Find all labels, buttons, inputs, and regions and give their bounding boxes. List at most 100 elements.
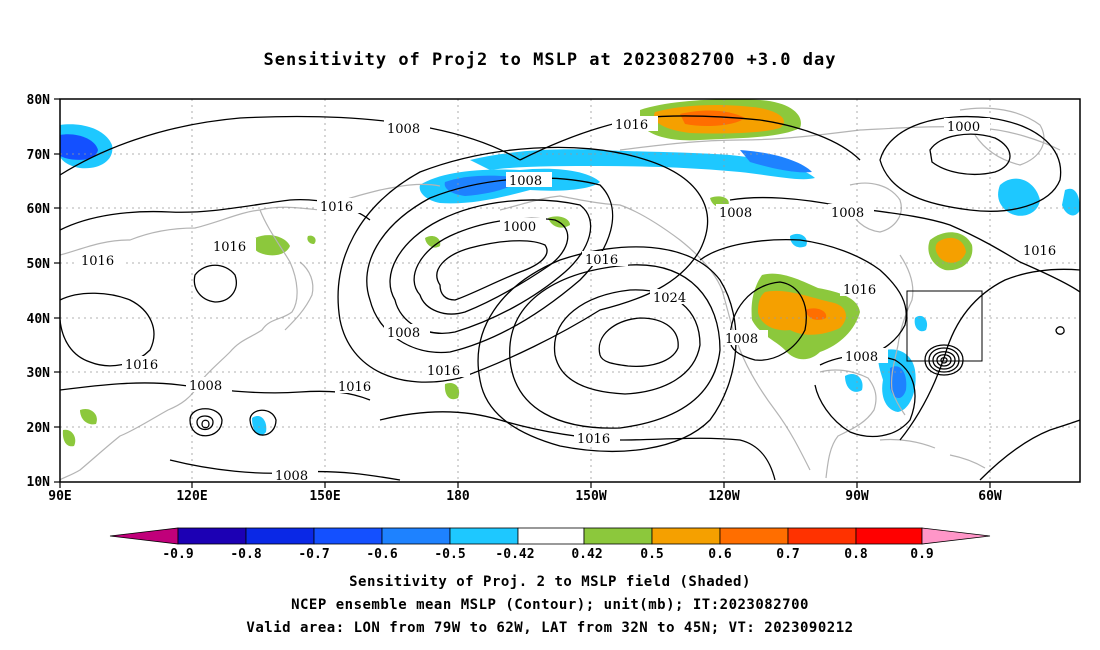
contour-label: 1008 xyxy=(719,206,752,221)
lat-label: 20N xyxy=(27,421,51,436)
lon-label: 180 xyxy=(446,489,470,504)
colorbar-cell xyxy=(177,527,247,545)
latitude-labels: 80N 70N 60N 50N 40N 30N 20N 10N xyxy=(27,93,51,490)
colorbar-cell xyxy=(313,527,383,545)
mslp-contours xyxy=(60,115,1080,481)
shade-negative-beaufort xyxy=(740,150,812,173)
lat-label: 40N xyxy=(27,312,51,327)
colorbar-cell xyxy=(583,527,653,545)
contour-high-1024 xyxy=(598,317,679,368)
colorbar-cell xyxy=(787,527,857,545)
colorbar-cell xyxy=(921,527,991,545)
colorbar-label: -0.42 xyxy=(495,547,534,562)
contour-label: 1016 xyxy=(843,283,876,298)
contour-america-1008 xyxy=(729,196,1080,293)
shade-negative-pacific xyxy=(252,415,267,436)
plot-frame xyxy=(59,98,1081,483)
coast-japan xyxy=(284,261,314,331)
contour-asia-1016-mid xyxy=(60,292,155,367)
shade-positive-small-2 xyxy=(444,382,460,400)
shade-positive-asia-2 xyxy=(425,235,441,248)
colorbar-label: 0.6 xyxy=(708,547,732,562)
colorbar-label: 0.8 xyxy=(844,547,868,562)
colorbar-cell xyxy=(245,527,315,545)
coast-caribbean xyxy=(879,438,986,469)
map-title: Sensitivity of Proj2 to MSLP at 20230827… xyxy=(263,50,837,70)
colorbar-label: -0.5 xyxy=(434,547,465,562)
shade-negative-east-2 xyxy=(1062,188,1080,216)
contour-arctic-1008 xyxy=(60,115,521,176)
contour-label: 1008 xyxy=(831,206,864,221)
contour-label: 1016 xyxy=(577,432,610,447)
contour-hurricane-5 xyxy=(924,344,964,376)
contour-low-bering-outer xyxy=(389,199,592,334)
contour-label: 1024 xyxy=(653,291,686,306)
contour-high-1020 xyxy=(553,289,701,395)
shade-negative-east-1 xyxy=(998,178,1040,216)
colorbar-cell xyxy=(651,527,721,545)
colorbar-cell xyxy=(719,527,789,545)
contour-high-1016 xyxy=(509,264,721,429)
contour-label: 1016 xyxy=(615,118,648,133)
lat-label: 80N xyxy=(27,93,51,108)
lon-label: 150W xyxy=(575,489,606,504)
contour-label: 1016 xyxy=(125,358,158,373)
colorbar-label: -0.8 xyxy=(230,547,261,562)
coast-hudson xyxy=(849,182,902,233)
contour-label: 1016 xyxy=(81,254,114,269)
contour-label: 1016 xyxy=(338,380,371,395)
shade-negative-west-core xyxy=(60,134,98,160)
lon-label: 120W xyxy=(708,489,739,504)
contour-label: 1016 xyxy=(320,200,353,215)
caption-line-3: Valid area: LON from 79W to 62W, LAT fro… xyxy=(246,620,854,636)
shade-positive-plains-max xyxy=(805,308,827,320)
contour-low-bering-inner xyxy=(436,240,548,301)
shade-positive-asia-1 xyxy=(253,235,290,256)
lat-label: 10N xyxy=(27,475,51,490)
shade-negative-small-1 xyxy=(790,233,807,248)
shade-positive-plains-core xyxy=(758,290,846,335)
contour-1016-subtropic xyxy=(477,246,737,452)
coast-america-north xyxy=(619,126,1061,151)
shade-positive-small-4 xyxy=(62,429,76,447)
contour-america-1008-west xyxy=(729,281,807,361)
lat-label: 30N xyxy=(27,366,51,381)
contour-label: 1000 xyxy=(947,120,980,135)
colorbar-label: -0.9 xyxy=(162,547,193,562)
contour-label: 1008 xyxy=(387,326,420,341)
coast-gulf xyxy=(819,369,877,479)
contour-atlantic-1016 xyxy=(899,268,1080,441)
coast-greenland xyxy=(959,107,1045,166)
colorbar xyxy=(109,527,991,545)
contour-label: 1008 xyxy=(509,174,542,189)
shade-negative-gulf-2 xyxy=(845,373,863,392)
shade-positive-arctic-max xyxy=(680,110,745,126)
sensitivity-shading xyxy=(60,99,1080,447)
contour-atlantic-1016-south xyxy=(979,419,1080,481)
lon-label: 150E xyxy=(309,489,340,504)
colorbar-cell xyxy=(517,527,585,545)
colorbar-cell xyxy=(855,527,923,545)
lon-label: 90W xyxy=(845,489,869,504)
colorbar-label: 0.7 xyxy=(776,547,799,562)
contour-label: 1016 xyxy=(427,364,460,379)
shade-positive-small-5 xyxy=(307,235,316,244)
contour-labels: 1008 1016 1000 1008 1008 1016 1016 1000 … xyxy=(78,116,1066,484)
contour-low-bering-mid xyxy=(413,217,569,315)
colorbar-labels: -0.9 -0.8 -0.7 -0.6 -0.5 -0.42 0.42 0.5 … xyxy=(162,547,933,562)
coast-america-east xyxy=(890,254,914,416)
colorbar-cell xyxy=(109,527,179,545)
contour-label: 1008 xyxy=(387,122,420,137)
contour-small-atlantic xyxy=(1055,326,1065,335)
contour-label: 1000 xyxy=(503,220,536,235)
tick-marks xyxy=(54,98,991,488)
coastlines xyxy=(60,107,1061,481)
contour-typhoon-1 xyxy=(196,415,214,431)
shade-positive-small-3 xyxy=(80,408,97,425)
contour-label: 1008 xyxy=(725,332,758,347)
contour-typhoon-3 xyxy=(189,408,223,437)
contour-hurricane-3 xyxy=(932,351,956,370)
caption-line-2: NCEP ensemble mean MSLP (Contour); unit(… xyxy=(291,597,809,613)
colorbar-label: 0.5 xyxy=(640,547,663,562)
